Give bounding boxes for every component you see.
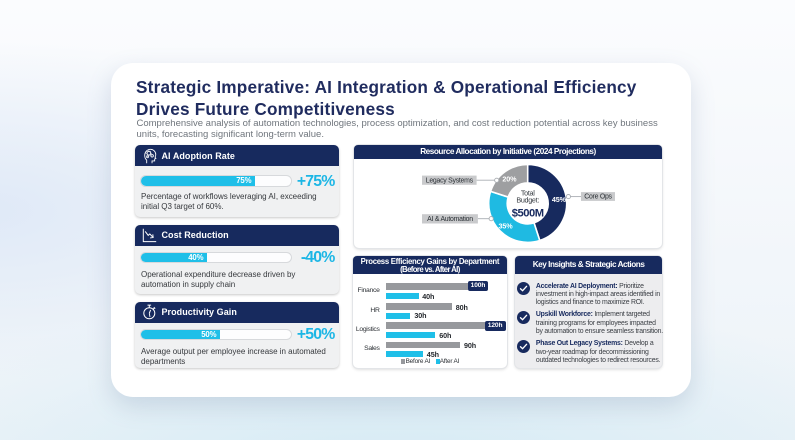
svg-text:AI & Automation: AI & Automation bbox=[427, 216, 473, 223]
svg-text:$500M: $500M bbox=[512, 207, 544, 219]
svg-text:20%: 20% bbox=[502, 174, 517, 183]
svg-text:45%: 45% bbox=[552, 195, 567, 204]
svg-text:Legacy Systems: Legacy Systems bbox=[426, 177, 474, 184]
svg-text:Core Ops: Core Ops bbox=[584, 193, 612, 200]
svg-text:35%: 35% bbox=[498, 221, 513, 230]
svg-text:Total: Total bbox=[521, 188, 535, 197]
svg-text:Budget:: Budget: bbox=[516, 196, 539, 205]
